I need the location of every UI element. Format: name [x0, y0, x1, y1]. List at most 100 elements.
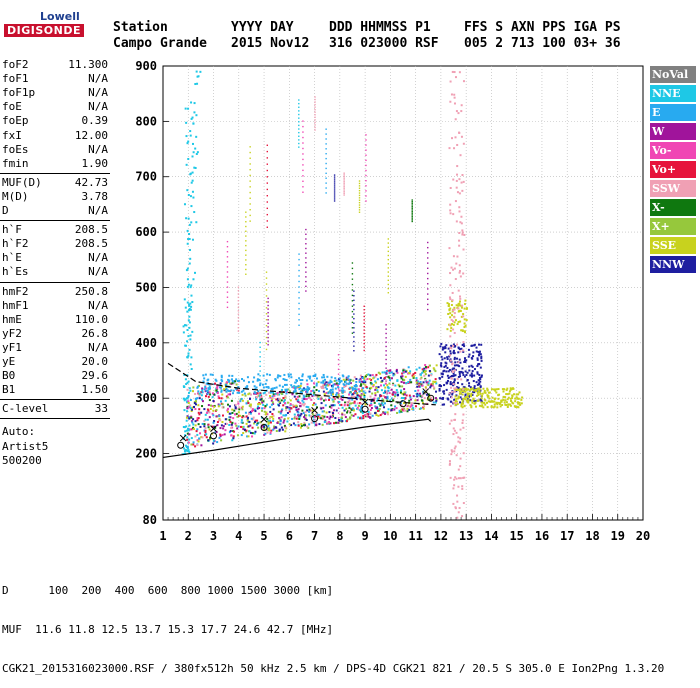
echo-dot	[315, 395, 318, 398]
echo-dot	[347, 383, 350, 386]
noise-dot	[298, 106, 300, 108]
echo-dot	[390, 377, 393, 380]
echo-dot	[217, 395, 220, 398]
echo-dot	[456, 357, 459, 360]
echo-dot	[299, 379, 302, 382]
echo-dot	[403, 388, 406, 391]
echo-dot	[333, 422, 336, 425]
echo-dot	[395, 370, 398, 373]
echo-dot	[186, 285, 189, 288]
echo-dot	[278, 393, 281, 396]
echo-dot	[453, 308, 456, 311]
noise-dot	[365, 164, 367, 167]
echo-dot	[235, 378, 238, 381]
noise-dot	[363, 308, 365, 311]
echo-dot	[445, 370, 448, 373]
echo-dot	[206, 408, 209, 411]
param-value: 0.39	[81, 114, 109, 128]
echo-dot	[458, 365, 461, 368]
echo-dot	[466, 371, 469, 374]
echo-dot	[307, 426, 310, 429]
echo-dot	[451, 137, 454, 140]
echo-dot	[470, 364, 473, 367]
y-tick-label: 300	[135, 391, 157, 405]
noise-dot	[266, 150, 268, 153]
echo-dot	[383, 406, 386, 409]
echo-dot	[225, 382, 228, 385]
noise-dot	[387, 250, 389, 253]
echo-dot	[198, 394, 201, 397]
echo-dot	[455, 431, 458, 434]
echo-dot	[204, 429, 207, 432]
noise-dot	[343, 179, 345, 181]
logo: Lowell DIGISONDE	[2, 10, 112, 50]
echo-dot	[257, 405, 260, 408]
echo-dot	[457, 388, 460, 391]
echo-dot	[460, 135, 463, 138]
echo-dot	[184, 434, 187, 437]
echo-dot	[299, 386, 302, 389]
echo-dot	[497, 388, 500, 391]
echo-dot	[453, 306, 456, 309]
echo-dot	[325, 381, 328, 384]
echo-dot	[374, 392, 377, 395]
echo-dot	[452, 328, 455, 331]
echo-dot	[183, 447, 186, 450]
echo-dot	[317, 397, 320, 400]
echo-dot	[252, 416, 255, 419]
echo-dot	[458, 392, 461, 395]
echo-dot	[480, 343, 483, 346]
echo-dot	[285, 379, 288, 382]
echo-dot	[227, 378, 230, 381]
echo-dot	[287, 388, 290, 391]
echo-dot	[262, 374, 265, 377]
echo-dot	[465, 399, 468, 402]
echo-dot	[245, 386, 248, 389]
echo-dot	[364, 375, 367, 378]
echo-dot	[208, 387, 211, 390]
echo-dot	[263, 410, 266, 413]
echo-dot	[463, 331, 466, 334]
echo-dot	[264, 382, 267, 385]
y-tick-label: 200	[135, 447, 157, 461]
echo-dot	[317, 381, 320, 384]
echo-dot	[433, 381, 436, 384]
echo-dot	[415, 368, 418, 371]
echo-dot	[228, 379, 231, 382]
echo-dot	[452, 375, 455, 378]
echo-dot	[381, 379, 384, 382]
param-value: 20.0	[81, 355, 109, 368]
noise-dot	[411, 214, 413, 216]
echo-dot	[421, 368, 424, 371]
echo-dot	[186, 229, 189, 232]
echo-dot	[304, 411, 307, 414]
echo-dot	[453, 450, 456, 453]
echo-dot	[452, 487, 455, 490]
echo-dot	[490, 388, 493, 391]
echo-dot	[348, 410, 351, 413]
echo-dot	[302, 388, 305, 391]
noise-dot	[325, 192, 327, 194]
echo-dot	[214, 378, 217, 381]
echo-dot	[478, 352, 481, 355]
echo-dot	[460, 329, 463, 332]
param-value: 1.50	[81, 383, 109, 397]
echo-dot	[502, 390, 505, 393]
noise-dot	[427, 267, 429, 269]
echo-dot	[256, 392, 259, 395]
echo-dot	[192, 443, 195, 446]
echo-dot	[454, 445, 457, 448]
echo-dot	[201, 400, 204, 403]
echo-dot	[462, 349, 465, 352]
echo-dot	[453, 331, 456, 334]
echo-dot	[455, 386, 458, 389]
echo-dot	[432, 367, 435, 370]
echo-dot	[201, 405, 204, 408]
echo-dot	[468, 369, 471, 372]
echo-dot	[452, 323, 455, 326]
echo-dot	[282, 397, 285, 400]
echo-dot	[208, 416, 211, 419]
echo-dot	[457, 304, 460, 307]
echo-dot	[259, 393, 262, 396]
echo-dot	[446, 381, 449, 384]
